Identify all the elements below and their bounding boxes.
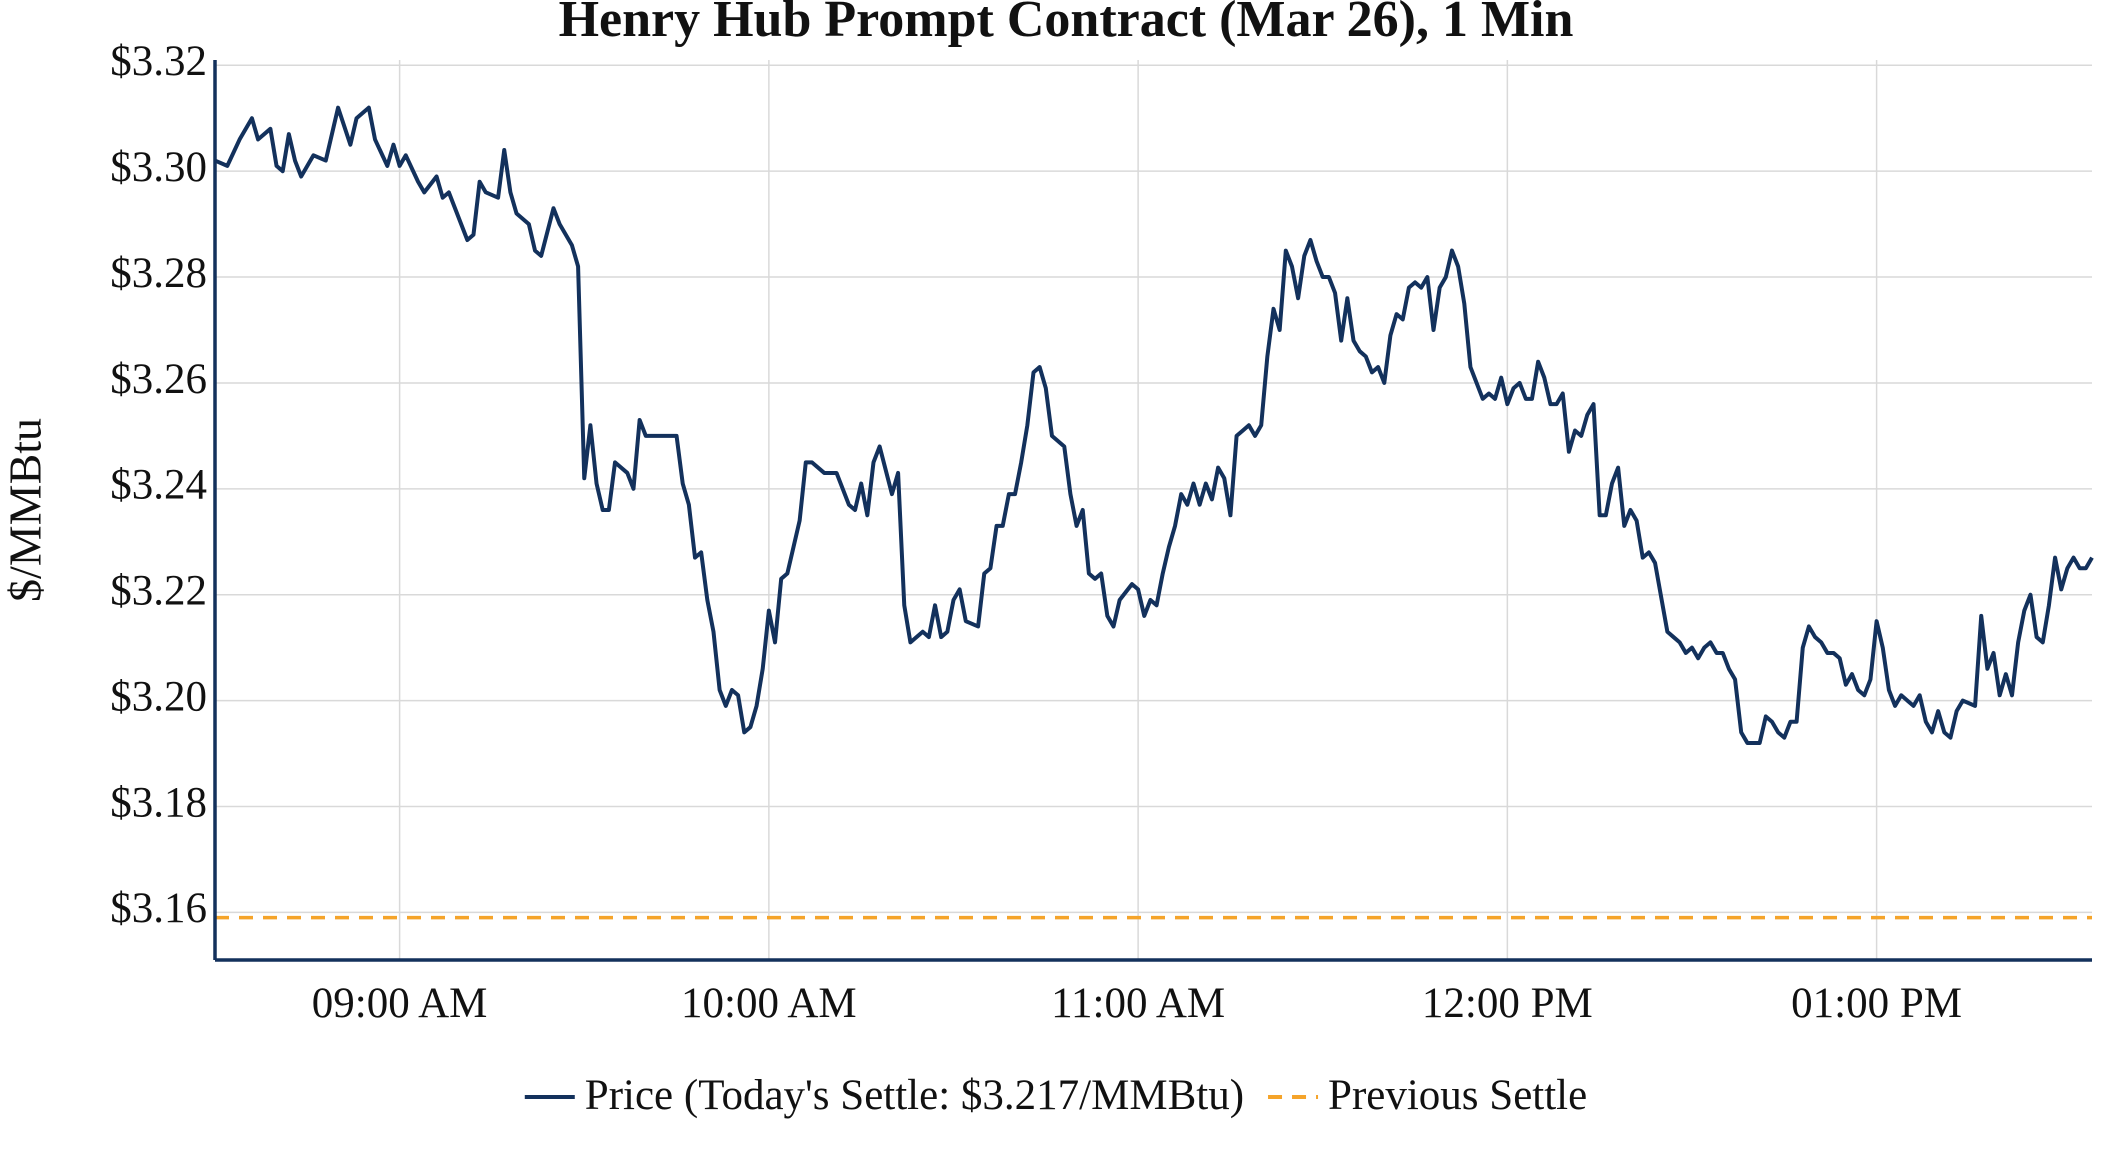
plot-area	[214, 105, 2094, 920]
legend-item: Price (Today's Settle: $3.217/MMBtu)	[524, 1072, 1244, 1119]
y-tick-label: $3.16	[110, 885, 207, 932]
x-tick-label: 11:00 AM	[1051, 980, 1225, 1027]
price-line	[214, 105, 2094, 745]
legend-label: Price (Today's Settle: $3.217/MMBtu)	[585, 1072, 1244, 1119]
y-axis-label: $/MMBtu	[0, 418, 51, 602]
legend-label: Previous Settle	[1328, 1072, 1587, 1119]
y-tick-label: $3.26	[110, 356, 207, 403]
y-tick-label: $3.30	[110, 144, 207, 191]
x-tick-label: 10:00 AM	[681, 980, 857, 1027]
legend-item: Previous Settle	[1268, 1072, 1587, 1119]
y-tick-label: $3.20	[110, 673, 207, 720]
grid	[215, 60, 2092, 960]
x-tick-label: 12:00 PM	[1422, 980, 1593, 1027]
legend: Price (Today's Settle: $3.217/MMBtu) Prev…	[524, 1072, 1587, 1119]
x-tick-label: 09:00 AM	[312, 980, 488, 1027]
x-tick-label: 01:00 PM	[1791, 980, 1962, 1027]
y-tick-label: $3.18	[110, 779, 207, 826]
y-tick-label: $3.28	[110, 250, 207, 297]
y-tick-label: $3.22	[110, 568, 207, 615]
axes: $3.16 $3.18 $3.20 $3.22 $3.24 $3.26 $3.28 $3.30…	[110, 38, 2092, 1027]
y-tick-label: $3.24	[110, 462, 207, 509]
y-tick-label: $3.32	[110, 38, 207, 85]
chart-title: Henry Hub Prompt Contract (Mar 26), 1 Mi…	[559, 0, 1574, 48]
